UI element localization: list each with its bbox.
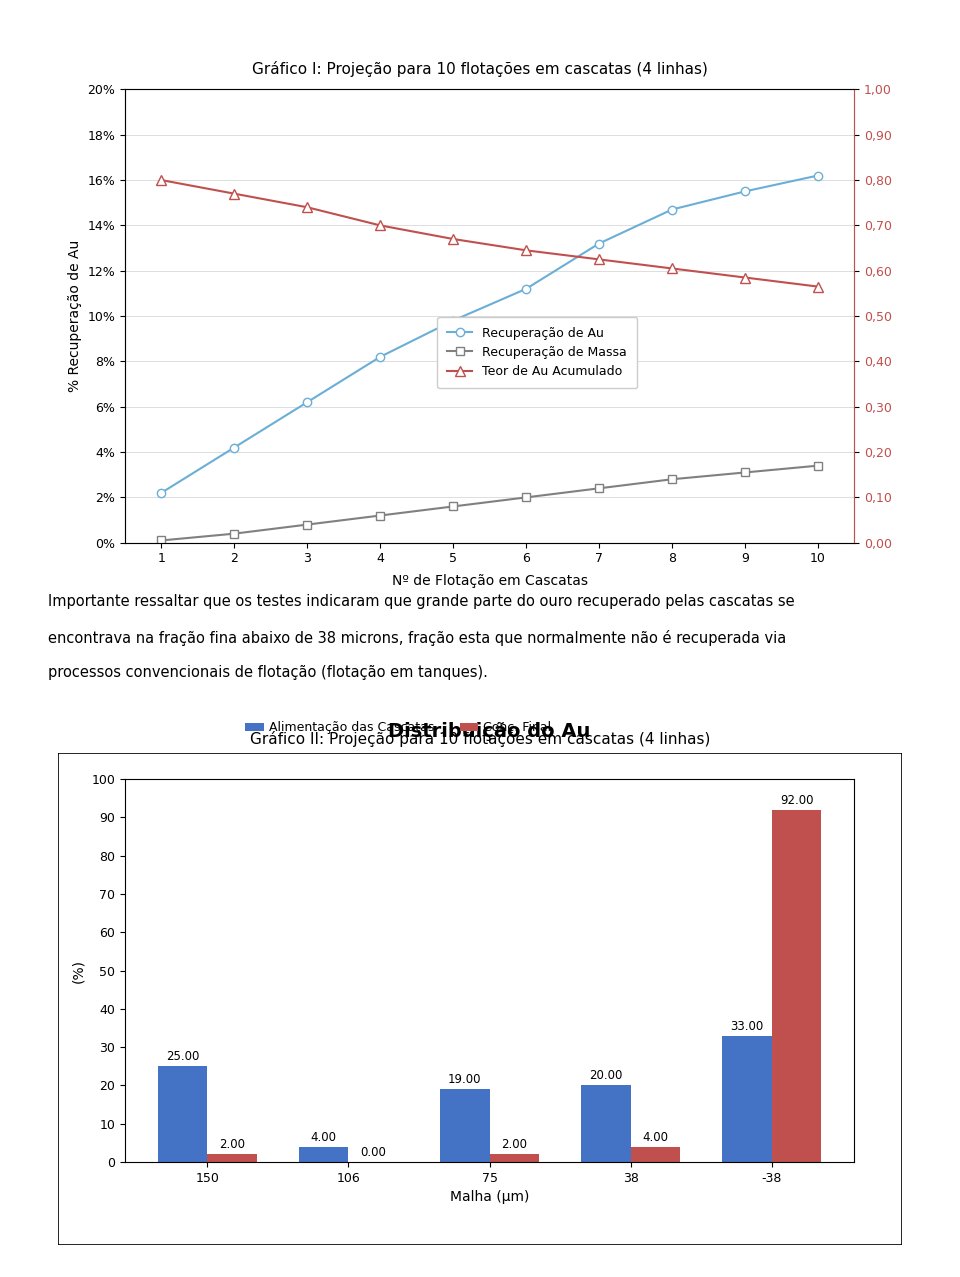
Teor de Au Acumulado bbox=[156, 172, 167, 188]
Bar bbox=[582, 1085, 631, 1162]
Teor de Au Acumulado bbox=[739, 269, 751, 285]
Line: Recuperação de Massa: Recuperação de Massa bbox=[157, 461, 822, 544]
Text: 4.00: 4.00 bbox=[642, 1130, 668, 1144]
Line: Recuperação de Au: Recuperação de Au bbox=[157, 171, 822, 497]
Recuperação de Massa bbox=[228, 526, 240, 541]
Teor de Au Acumulado bbox=[666, 261, 678, 276]
Recuperação de Au bbox=[301, 395, 313, 410]
Recuperação de Au bbox=[812, 167, 824, 183]
Text: 2.00: 2.00 bbox=[219, 1138, 245, 1152]
Y-axis label: % Recuperação de Au: % Recuperação de Au bbox=[67, 240, 82, 392]
X-axis label: Malha (µm): Malha (µm) bbox=[450, 1190, 529, 1204]
Teor de Au Acumulado bbox=[812, 278, 824, 294]
Bar bbox=[490, 1154, 539, 1162]
Teor de Au Acumulado bbox=[593, 252, 605, 267]
Recuperação de Massa bbox=[447, 499, 459, 515]
Text: Gráfico II: Projeção para 10 flotações em cascatas (4 linhas): Gráfico II: Projeção para 10 flotações e… bbox=[250, 730, 710, 747]
Text: Gráfico I: Projeção para 10 flotações em cascatas (4 linhas): Gráfico I: Projeção para 10 flotações em… bbox=[252, 60, 708, 77]
Bar bbox=[723, 1036, 772, 1162]
Recuperação de Au bbox=[374, 349, 386, 364]
Text: 0.00: 0.00 bbox=[360, 1145, 386, 1160]
Recuperação de Massa bbox=[812, 458, 824, 474]
X-axis label: Nº de Flotação em Cascatas: Nº de Flotação em Cascatas bbox=[392, 573, 588, 587]
Text: Importante ressaltar que os testes indicaram que grande parte do ouro recuperado: Importante ressaltar que os testes indic… bbox=[48, 594, 795, 609]
Recuperação de Au bbox=[666, 202, 678, 217]
Teor de Au Acumulado bbox=[447, 231, 459, 246]
Recuperação de Au bbox=[593, 236, 605, 252]
Bar bbox=[207, 1154, 256, 1162]
Text: processos convencionais de flotação (flotação em tanques).: processos convencionais de flotação (flo… bbox=[48, 665, 488, 681]
Recuperação de Au bbox=[156, 485, 167, 501]
Recuperação de Massa bbox=[374, 508, 386, 524]
Text: 2.00: 2.00 bbox=[501, 1138, 527, 1152]
Teor de Au Acumulado bbox=[520, 243, 532, 258]
Bar bbox=[441, 1089, 490, 1162]
Text: 20.00: 20.00 bbox=[589, 1069, 623, 1083]
Teor de Au Acumulado bbox=[374, 217, 386, 232]
Text: 33.00: 33.00 bbox=[731, 1019, 764, 1033]
Text: encontrava na fração fina abaixo de 38 microns, fração esta que normalmente não : encontrava na fração fina abaixo de 38 m… bbox=[48, 630, 786, 646]
Text: 4.00: 4.00 bbox=[311, 1130, 337, 1144]
Teor de Au Acumulado bbox=[228, 186, 240, 202]
Text: 92.00: 92.00 bbox=[780, 793, 813, 807]
Recuperação de Au bbox=[739, 184, 751, 199]
Text: 25.00: 25.00 bbox=[166, 1050, 200, 1064]
Bar bbox=[772, 810, 821, 1162]
Recuperação de Au bbox=[447, 313, 459, 328]
Legend: Recuperação de Au, Recuperação de Massa, Teor de Au Acumulado: Recuperação de Au, Recuperação de Massa,… bbox=[438, 317, 637, 388]
Recuperação de Massa bbox=[301, 517, 313, 533]
Line: Teor de Au Acumulado: Teor de Au Acumulado bbox=[156, 175, 823, 291]
Recuperação de Massa bbox=[520, 490, 532, 506]
Bar bbox=[631, 1147, 680, 1162]
Recuperação de Au bbox=[520, 281, 532, 296]
Text: 19.00: 19.00 bbox=[448, 1073, 482, 1087]
Teor de Au Acumulado bbox=[301, 199, 313, 215]
Recuperação de Massa bbox=[156, 533, 167, 548]
Bar bbox=[300, 1147, 348, 1162]
Legend: Alimentação das Cascatas, Conc. Final: Alimentação das Cascatas, Conc. Final bbox=[241, 716, 557, 739]
Recuperação de Massa bbox=[593, 480, 605, 495]
Recuperação de Au bbox=[228, 439, 240, 455]
Title: Distribuição do Au: Distribuição do Au bbox=[389, 723, 590, 742]
Y-axis label: (%): (%) bbox=[72, 959, 85, 982]
Recuperação de Massa bbox=[739, 465, 751, 480]
Bar bbox=[158, 1066, 207, 1162]
Recuperação de Massa bbox=[666, 471, 678, 487]
